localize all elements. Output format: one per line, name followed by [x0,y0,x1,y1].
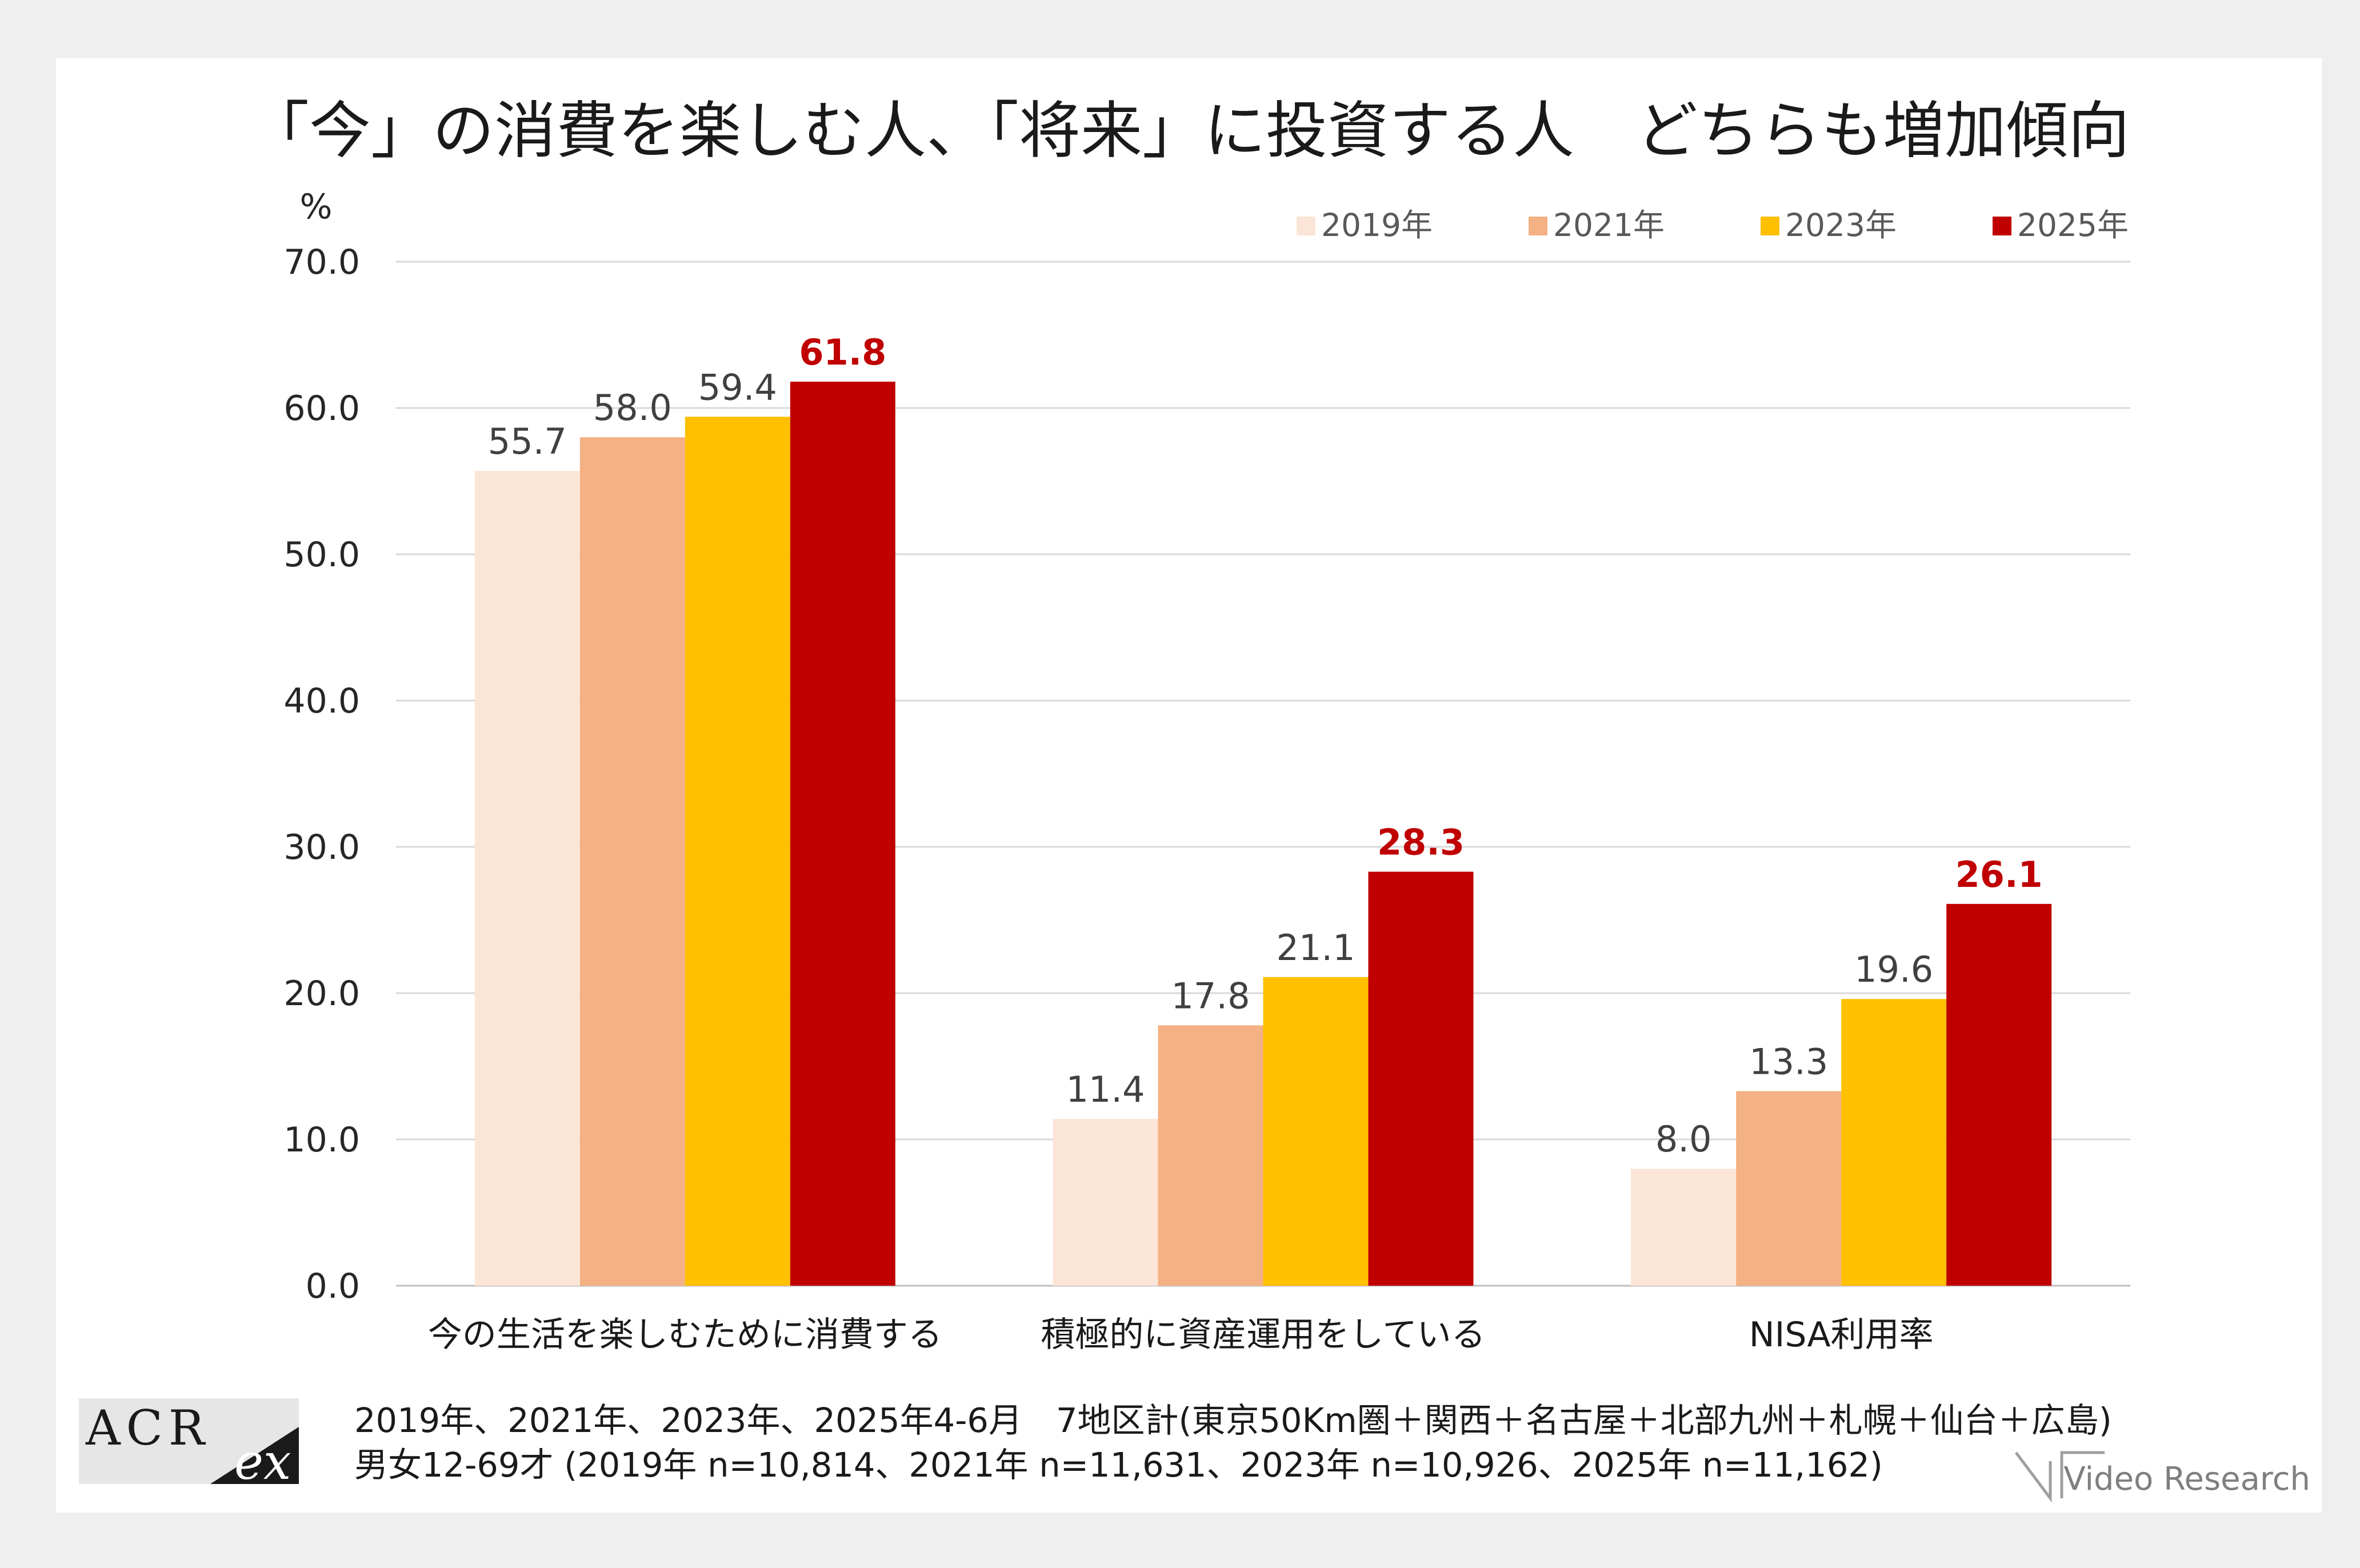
data-label: 13.3 [1749,1041,1828,1083]
legend-swatch [1761,217,1779,235]
footnote-sample-size: 男女12-69才 (2019年 n=10,814、2021年 n=11,631、… [354,1445,1883,1485]
legend-swatch [1297,217,1315,235]
logo-acr-text: ACR [85,1400,210,1456]
bar [1368,871,1474,1286]
bar [685,417,790,1286]
legend-label: 2021年 [1553,207,1665,243]
bars [474,381,2052,1286]
footnote-survey-period: 2019年、2021年、2023年、2025年4-6月 7地区計(東京50Km圏… [354,1401,2112,1440]
data-label: 55.7 [488,421,567,462]
logo-ex-text: ex [234,1434,291,1491]
y-tick-label: 10.0 [283,1120,360,1160]
y-tick-label: 0.0 [306,1266,360,1306]
bar [1158,1025,1263,1286]
bar [1053,1119,1158,1286]
category-labels: 今の生活を楽しむために消費する 積極的に資産運用をしている NISA利用率 [428,1315,1934,1355]
category-label: 今の生活を楽しむために消費する [428,1315,942,1355]
brand-name: Video Research [2063,1461,2310,1498]
bar [1736,1091,1842,1286]
y-tick-label: 20.0 [283,974,360,1014]
legend-swatch [1529,217,1547,235]
bar [1263,977,1369,1286]
y-axis-unit: % [299,187,332,227]
y-tick-label: 30.0 [283,827,360,867]
data-label: 59.4 [698,366,777,408]
legend-label: 2019年 [1321,207,1433,243]
category-label: NISA利用率 [1749,1315,1934,1355]
y-axis-ticks: 0.0 10.0 20.0 30.0 40.0 50.0 60.0 70.0 [283,242,360,1306]
y-tick-label: 60.0 [283,389,360,429]
acr-ex-logo: ACR ex [79,1398,299,1491]
data-labels: 55.7 58.0 59.4 61.8 11.4 17.8 21.1 28.3 8.0 13.3 1… [488,331,2043,1160]
category-label: 積極的に資産運用をしている [1041,1315,1485,1355]
bar [790,381,895,1286]
y-tick-label: 40.0 [283,681,360,721]
chart-card: 「今」の消費を楽しむ人、「将来」に投資する人 どちらも増加傾向 % 0.0 10.… [56,58,2322,1513]
legend-label: 2023年 [1785,207,1897,243]
legend: 2019年 2021年 2023年 2025年 [1297,207,2129,243]
legend-swatch [1993,217,2011,235]
data-label: 26.1 [1955,854,2043,895]
vr-mark-icon [2015,1451,2105,1503]
data-label: 8.0 [1655,1118,1712,1160]
chart: 「今」の消費を楽しむ人、「将来」に投資する人 どちらも増加傾向 % 0.0 10.… [79,95,2310,1503]
bar [1946,903,2052,1286]
legend-label: 2025年 [2017,207,2129,243]
data-label: 21.1 [1276,927,1355,969]
data-label: 17.8 [1171,975,1250,1017]
bar [579,437,685,1286]
data-label: 58.0 [593,387,672,429]
chart-title: 「今」の消費を楽しむ人、「将来」に投資する人 どちらも増加傾向 [247,95,2130,167]
data-label: 28.3 [1377,822,1465,863]
data-label: 11.4 [1066,1069,1145,1110]
y-tick-label: 50.0 [283,535,360,575]
data-label: 19.6 [1854,949,1933,990]
data-label: 61.8 [799,331,886,373]
bar [1841,999,1947,1286]
video-research-logo: Video Research [2015,1451,2310,1503]
bar [1631,1169,1737,1286]
bar [474,471,580,1286]
y-tick-label: 70.0 [283,242,360,282]
